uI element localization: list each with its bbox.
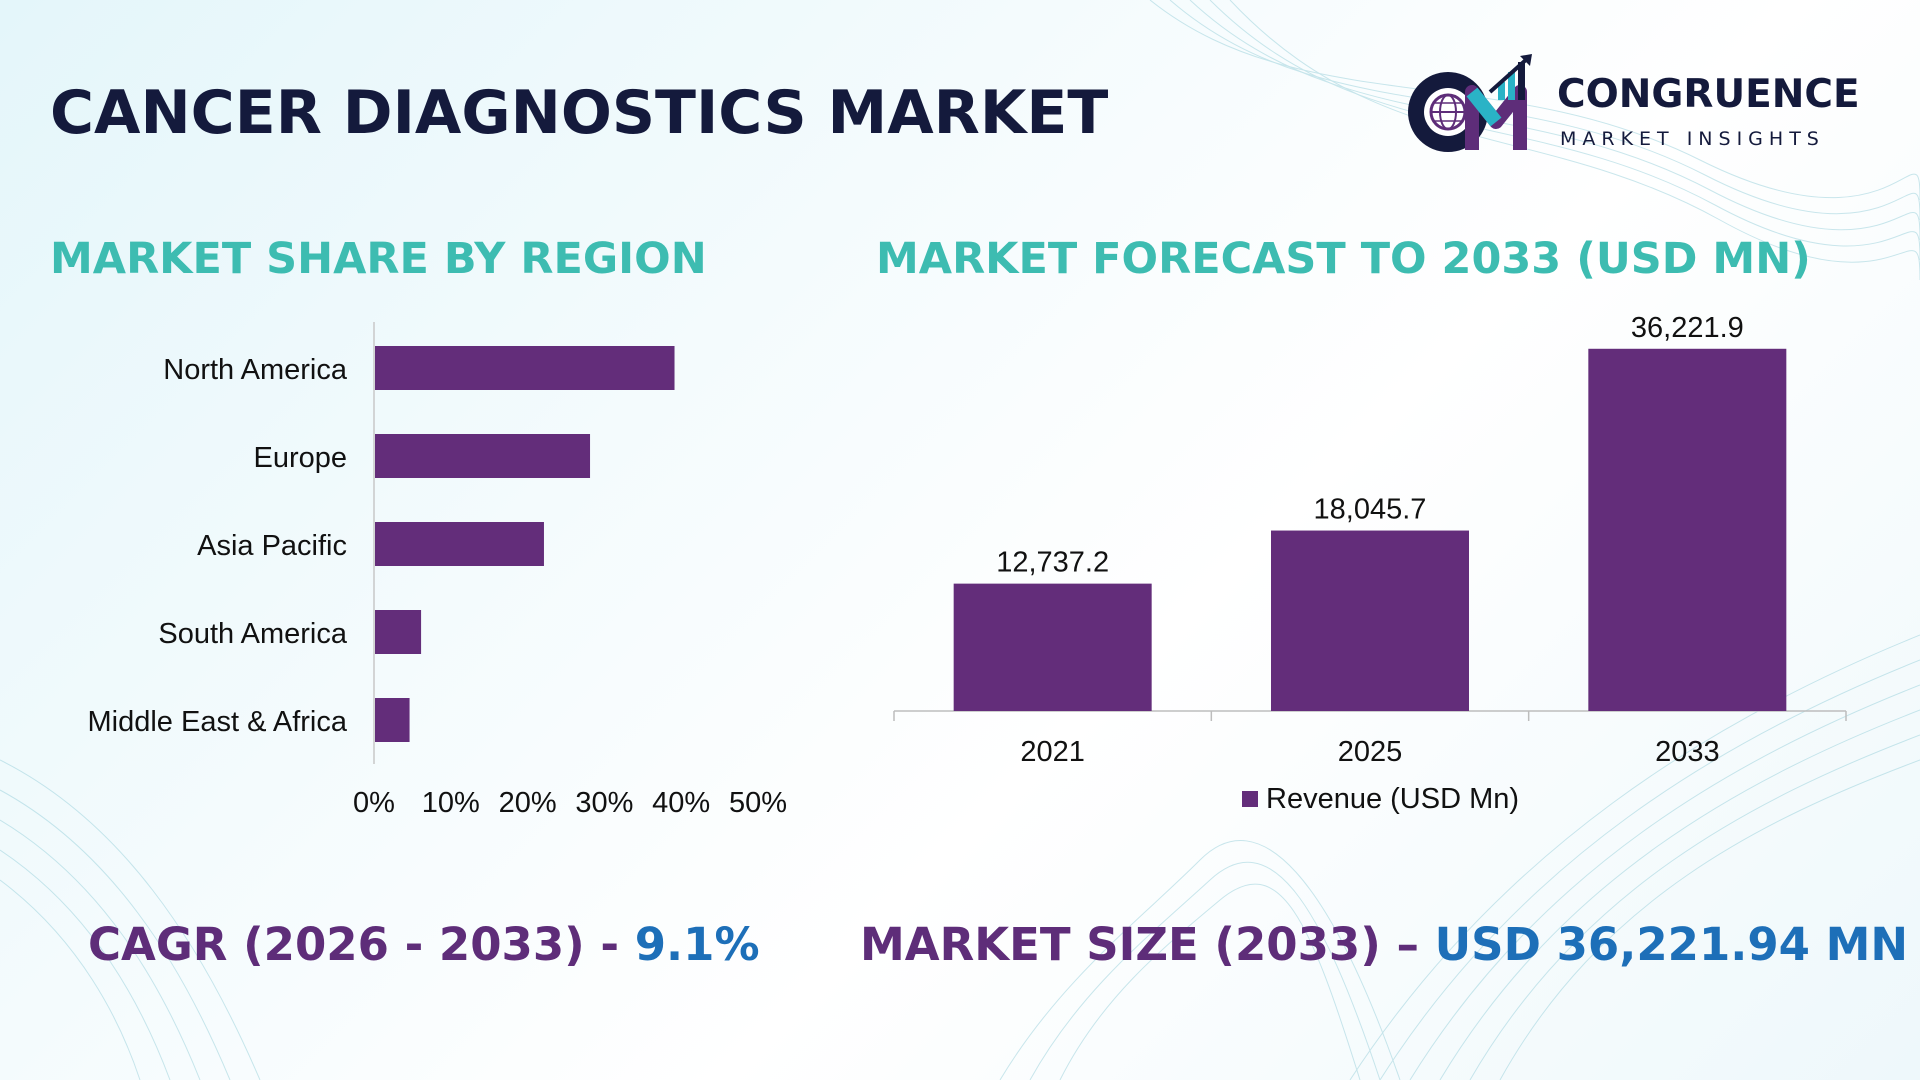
- region-x-tick-label: 40%: [652, 787, 710, 819]
- legend-swatch: [1242, 791, 1258, 807]
- region-category-label: North America: [163, 354, 348, 386]
- forecast-bar: [953, 583, 1152, 711]
- cagr-label: CAGR (2026 - 2033) -: [88, 918, 635, 971]
- logo-name: CONGRUENCE: [1557, 72, 1860, 117]
- forecast-data-label: 18,045.7: [1314, 494, 1427, 526]
- region-category-label: Middle East & Africa: [88, 706, 348, 738]
- cm-globe-logo-icon: [1408, 54, 1532, 152]
- region-bar: [375, 522, 544, 566]
- region-category-label: Asia Pacific: [197, 530, 347, 562]
- region-x-tick-label: 20%: [499, 787, 557, 819]
- forecast-x-tick-label: 2025: [1338, 736, 1403, 768]
- market-size-value: USD 36,221.94 MN: [1434, 918, 1909, 971]
- region-section-title: MARKET SHARE BY REGION: [50, 234, 707, 284]
- region-bar: [375, 434, 591, 478]
- forecast-data-label: 36,221.9: [1631, 312, 1744, 344]
- brand-logo: CONGRUENCE MARKET INSIGHTS: [1400, 52, 1880, 162]
- region-bar: [375, 698, 410, 742]
- cagr-stat: CAGR (2026 - 2033) - 9.1%: [88, 918, 760, 971]
- forecast-bar: [1271, 530, 1469, 711]
- region-x-tick-label: 10%: [422, 787, 480, 819]
- region-x-tick-label: 50%: [729, 787, 787, 819]
- forecast-data-label: 12,737.2: [996, 547, 1109, 579]
- forecast-section-title: MARKET FORECAST TO 2033 (USD MN): [876, 234, 1811, 284]
- region-x-tick-label: 0%: [353, 787, 395, 819]
- region-bar: [375, 610, 422, 654]
- forecast-x-tick-label: 2033: [1655, 736, 1720, 768]
- forecast-x-tick-label: 2021: [1020, 736, 1085, 768]
- logo-tagline: MARKET INSIGHTS: [1560, 128, 1825, 150]
- page-title: CANCER DIAGNOSTICS MARKET: [50, 78, 1109, 148]
- market-forecast-bar-chart: 12,737.2 2021 18,045.7 2025 36,221.9 2033 Reve…: [893, 312, 1847, 815]
- region-category-label: South America: [158, 618, 347, 650]
- region-x-tick-label: 30%: [575, 787, 633, 819]
- forecast-bar: [1588, 348, 1787, 711]
- legend-label: Revenue (USD Mn): [1266, 783, 1519, 815]
- cagr-value: 9.1%: [634, 918, 760, 971]
- region-share-bar-chart: North America Europe Asia Pacific South Ame…: [88, 322, 787, 819]
- region-category-label: Europe: [253, 442, 347, 474]
- region-bar: [375, 346, 675, 390]
- market-size-label: MARKET SIZE (2033) –: [860, 918, 1435, 971]
- market-size-stat: MARKET SIZE (2033) – USD 36,221.94 MN: [860, 918, 1908, 971]
